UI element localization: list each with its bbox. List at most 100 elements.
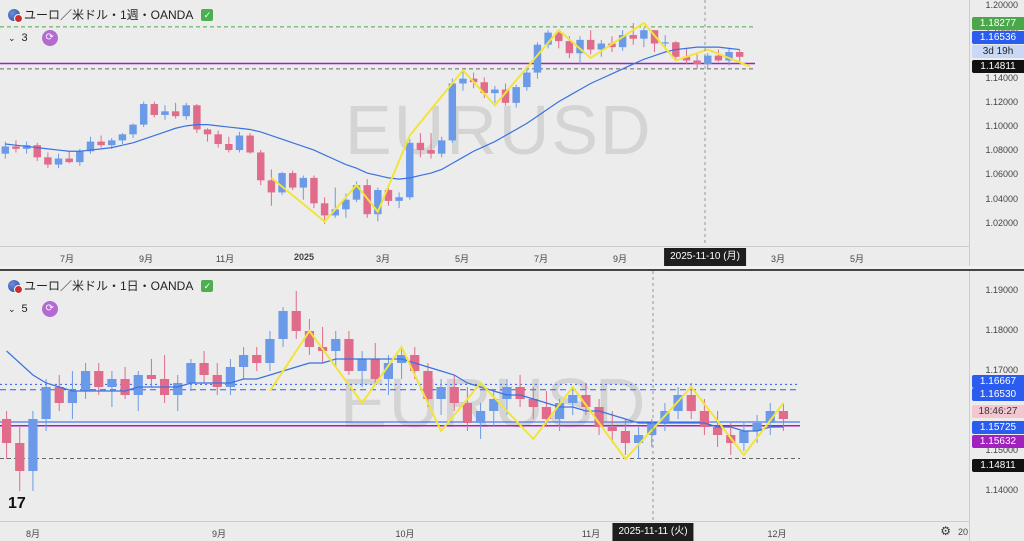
candle-body xyxy=(54,387,64,403)
candle-body xyxy=(133,375,143,395)
weekly-time-axis[interactable]: 7月9月11月20253月5月7月9月20263月5月 2025-11-10 (… xyxy=(0,246,969,266)
candle-body xyxy=(120,379,130,395)
price-tick-label: 1.20000 xyxy=(985,0,1018,10)
candle-body xyxy=(108,140,116,146)
chart-settings-gear-icon[interactable]: ⚙ xyxy=(940,524,951,538)
time-tick-label: 12月 xyxy=(767,529,787,539)
candle-body xyxy=(15,443,25,471)
chevron-down-icon[interactable]: ⌄ xyxy=(8,32,16,43)
candle-body xyxy=(150,104,159,115)
candle-body xyxy=(267,180,276,193)
candle-body xyxy=(576,39,584,54)
candle-body xyxy=(383,363,394,379)
time-tick-label: 3月 xyxy=(770,254,786,264)
weekly-price-scale[interactable]: 1.200001.180001.160001.140001.120001.100… xyxy=(969,0,1024,266)
candle-body xyxy=(661,42,669,44)
candle-body xyxy=(252,355,262,363)
daily-indicator-count: 5 xyxy=(21,303,28,315)
candle-body xyxy=(41,387,51,419)
daily-candlestick-chart[interactable] xyxy=(0,271,969,521)
daily-indicator-toggle[interactable]: ⌄ 5 ⟳ xyxy=(8,301,58,317)
time-tick-label: 9月 xyxy=(138,254,154,264)
candle-body xyxy=(265,339,275,363)
weekly-countdown-tag: 3d 19h xyxy=(972,45,1024,58)
candle-body xyxy=(449,387,459,403)
candle-body xyxy=(299,177,308,188)
candle-body xyxy=(693,60,701,65)
weekly-symbol-title[interactable]: ユーロ／米ドル・1週・OANDA xyxy=(24,8,194,22)
candle-body xyxy=(257,152,265,181)
candle-body xyxy=(686,395,696,411)
candle-body xyxy=(1,419,12,443)
daily-price-tag-c: 1.15725 xyxy=(972,421,1024,434)
candle-body xyxy=(489,399,499,411)
time-tick-label: 10月 xyxy=(395,529,415,539)
candle-body xyxy=(427,150,435,154)
candle-body xyxy=(501,89,510,103)
candle-body xyxy=(107,379,117,387)
candle-body xyxy=(640,30,648,39)
time-tick-label: 11月 xyxy=(581,529,601,539)
candle-body xyxy=(423,371,433,399)
candle-body xyxy=(416,142,425,151)
candle-body xyxy=(528,399,538,407)
price-tick-label: 1.02000 xyxy=(985,217,1018,228)
weekly-price-tag-black: 1.14811 xyxy=(972,60,1024,73)
candle-body xyxy=(97,141,105,146)
candle-body xyxy=(186,363,196,383)
candle-body xyxy=(33,145,41,158)
candle-body xyxy=(76,151,84,163)
candle-body xyxy=(714,55,723,61)
moving-average-line xyxy=(5,46,740,180)
candle-body xyxy=(712,427,723,435)
daily-time-axis[interactable]: 8月 9月 10月 11月 12月 20 2025-11-11 (火) ⚙ xyxy=(0,521,969,541)
candle-body xyxy=(288,173,297,188)
time-tick-label: 2025 xyxy=(293,252,315,262)
candle-body xyxy=(238,355,249,367)
time-tick-label: 11月 xyxy=(215,254,235,264)
candle-body xyxy=(608,43,616,48)
candle-body xyxy=(54,158,63,165)
candle-body xyxy=(370,359,380,379)
weekly-indicator-toggle[interactable]: ⌄ 3 ⟳ xyxy=(8,30,58,46)
daily-legend: ユーロ／米ドル・1日・OANDA ✓ xyxy=(8,277,214,294)
price-tick-label: 1.14000 xyxy=(985,485,1018,495)
candle-body xyxy=(384,190,393,201)
candle-body xyxy=(214,134,222,144)
daily-price-scale[interactable]: 1.190001.180001.170001.160001.150001.140… xyxy=(969,271,1024,541)
weekly-chart-pane[interactable]: EURUSD ユーロ／米ドル・1週・OANDA ✓ ⌄ 3 ⟳ 1.20000 1… xyxy=(0,0,1024,266)
candle-body xyxy=(607,427,617,431)
candle-body xyxy=(1,146,10,154)
candle-body xyxy=(704,55,712,65)
eur-usd-flag-icon xyxy=(8,8,23,23)
candle-body xyxy=(633,435,644,443)
candle-body xyxy=(512,87,520,103)
tradingview-logo[interactable]: 17 xyxy=(8,495,26,512)
zigzag-line xyxy=(269,329,785,461)
candle-body xyxy=(620,431,631,443)
weekly-price-tag-green: 1.18277 xyxy=(972,17,1024,30)
indicator-settings-icon[interactable]: ⟳ xyxy=(41,301,58,317)
market-open-icon: ✓ xyxy=(201,8,214,21)
price-tick-label: 1.08000 xyxy=(985,145,1018,156)
daily-chart-pane[interactable]: EURUSD ユーロ／米ドル・1日・OANDA ✓ ⌄ 5 ⟳ 17 1.190… xyxy=(0,269,1024,541)
candle-body xyxy=(448,83,457,141)
candle-body xyxy=(118,134,127,141)
candle-body xyxy=(173,383,183,395)
indicator-settings-icon[interactable]: ⟳ xyxy=(41,30,58,46)
candle-body xyxy=(331,209,339,216)
candle-body xyxy=(555,32,563,42)
candle-body xyxy=(320,203,329,216)
candle-body xyxy=(594,407,604,427)
candle-body xyxy=(475,411,486,423)
candle-body xyxy=(739,431,749,443)
weekly-indicator-count: 3 xyxy=(21,32,28,44)
daily-price-tag-b: 1.16530 xyxy=(972,388,1024,401)
candle-body xyxy=(225,144,233,151)
time-tick-label: 20 xyxy=(957,527,969,537)
candle-body xyxy=(344,339,354,371)
chevron-down-icon[interactable]: ⌄ xyxy=(8,303,16,314)
candle-body xyxy=(406,142,414,198)
weekly-candlestick-chart[interactable] xyxy=(0,0,969,246)
daily-symbol-title[interactable]: ユーロ／米ドル・1日・OANDA xyxy=(24,279,194,293)
